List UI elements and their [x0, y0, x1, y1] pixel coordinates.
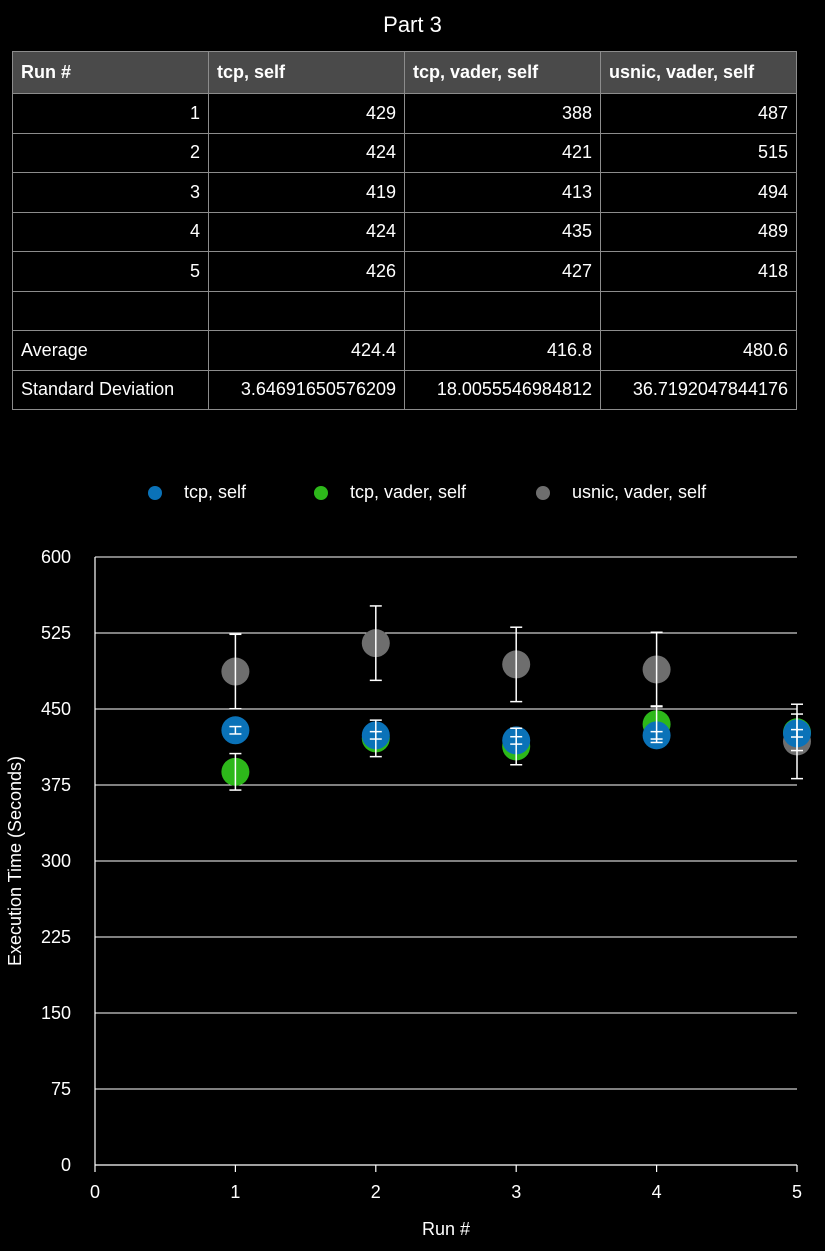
y-tick-label: 225: [41, 927, 71, 947]
legend-label: tcp, vader, self: [350, 482, 467, 502]
value-cell: 426: [208, 251, 405, 292]
y-tick-label: 150: [41, 1003, 71, 1023]
value-cell: 3.64691650576209: [208, 369, 405, 410]
value-cell: [600, 290, 797, 331]
legend-swatch: [536, 485, 550, 500]
table-row: 4 424 435 489: [12, 211, 797, 252]
table-header-row: Run # tcp, self tcp, vader, self usnic, …: [12, 51, 797, 94]
row-label-cell: 5: [12, 251, 209, 292]
x-tick-label: 0: [90, 1182, 100, 1202]
table-row: Standard Deviation 3.64691650576209 18.005…: [12, 369, 797, 410]
y-tick-label: 600: [41, 547, 71, 567]
legend-label: tcp, self: [184, 482, 247, 502]
legend-label: usnic, vader, self: [572, 482, 707, 502]
header-tcp-vader-self: tcp, vader, self: [404, 51, 601, 94]
header-run: Run #: [12, 51, 209, 94]
value-cell: 487: [600, 93, 797, 134]
row-label-cell: Average: [12, 330, 209, 371]
header-tcp-self: tcp, self: [208, 51, 405, 94]
table-body: 1 429 388 487 2 424 421 515 3 419 413 494 4 424 435 489…: [12, 93, 797, 410]
value-cell: 36.7192047844176: [600, 369, 797, 410]
legend-swatch: [148, 485, 162, 500]
value-cell: 424: [208, 132, 405, 173]
value-cell: 429: [208, 93, 405, 134]
row-label-cell: 3: [12, 172, 209, 213]
value-cell: 18.0055546984812: [404, 369, 601, 410]
x-tick-label: 4: [652, 1182, 662, 1202]
y-tick-label: 375: [41, 775, 71, 795]
table-row: 2 424 421 515: [12, 132, 797, 173]
table-row: [12, 290, 797, 331]
value-cell: 515: [600, 132, 797, 173]
row-label-cell: 4: [12, 211, 209, 252]
y-tick-label: 300: [41, 851, 71, 871]
value-cell: 435: [404, 211, 601, 252]
value-cell: 421: [404, 132, 601, 173]
legend-item-usnic-vader-self: usnic, vader, self: [536, 482, 706, 503]
row-label-cell: 1: [12, 93, 209, 134]
x-tick-label: 1: [230, 1182, 240, 1202]
data-table: Run # tcp, self tcp, vader, self usnic, …: [12, 51, 797, 410]
value-cell: 494: [600, 172, 797, 213]
y-axis-title: Execution Time (Seconds): [5, 756, 25, 966]
legend-item-tcp-vader-self: tcp, vader, self: [314, 482, 466, 503]
legend: tcp, self tcp, vader, self usnic, vader,…: [0, 482, 825, 508]
row-label-cell: Standard Deviation: [12, 369, 209, 410]
value-cell: [208, 290, 405, 331]
y-tick-label: 525: [41, 623, 71, 643]
value-cell: 480.6: [600, 330, 797, 371]
y-tick-label: 450: [41, 699, 71, 719]
y-tick-label: 0: [61, 1155, 71, 1175]
x-tick-label: 5: [792, 1182, 802, 1202]
table-row: Average 424.4 416.8 480.6: [12, 330, 797, 371]
y-tick-label: 75: [51, 1079, 71, 1099]
table-row: 3 419 413 494: [12, 172, 797, 213]
table-row: 5 426 427 418: [12, 251, 797, 292]
value-cell: 416.8: [404, 330, 601, 371]
header-usnic-vader-self: usnic, vader, self: [600, 51, 797, 94]
chart-title: Part 3: [383, 12, 442, 37]
value-cell: 419: [208, 172, 405, 213]
x-tick-label: 2: [371, 1182, 381, 1202]
value-cell: 489: [600, 211, 797, 252]
row-label-cell: 2: [12, 132, 209, 173]
value-cell: 413: [404, 172, 601, 213]
x-axis-title: Run #: [422, 1219, 470, 1239]
legend-swatch: [314, 485, 328, 500]
legend-item-tcp-self: tcp, self: [148, 482, 246, 503]
x-tick-label: 3: [511, 1182, 521, 1202]
